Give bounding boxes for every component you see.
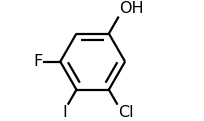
Text: I: I xyxy=(62,105,67,120)
Text: F: F xyxy=(33,54,43,69)
Text: Cl: Cl xyxy=(118,105,133,120)
Text: OH: OH xyxy=(119,1,143,16)
